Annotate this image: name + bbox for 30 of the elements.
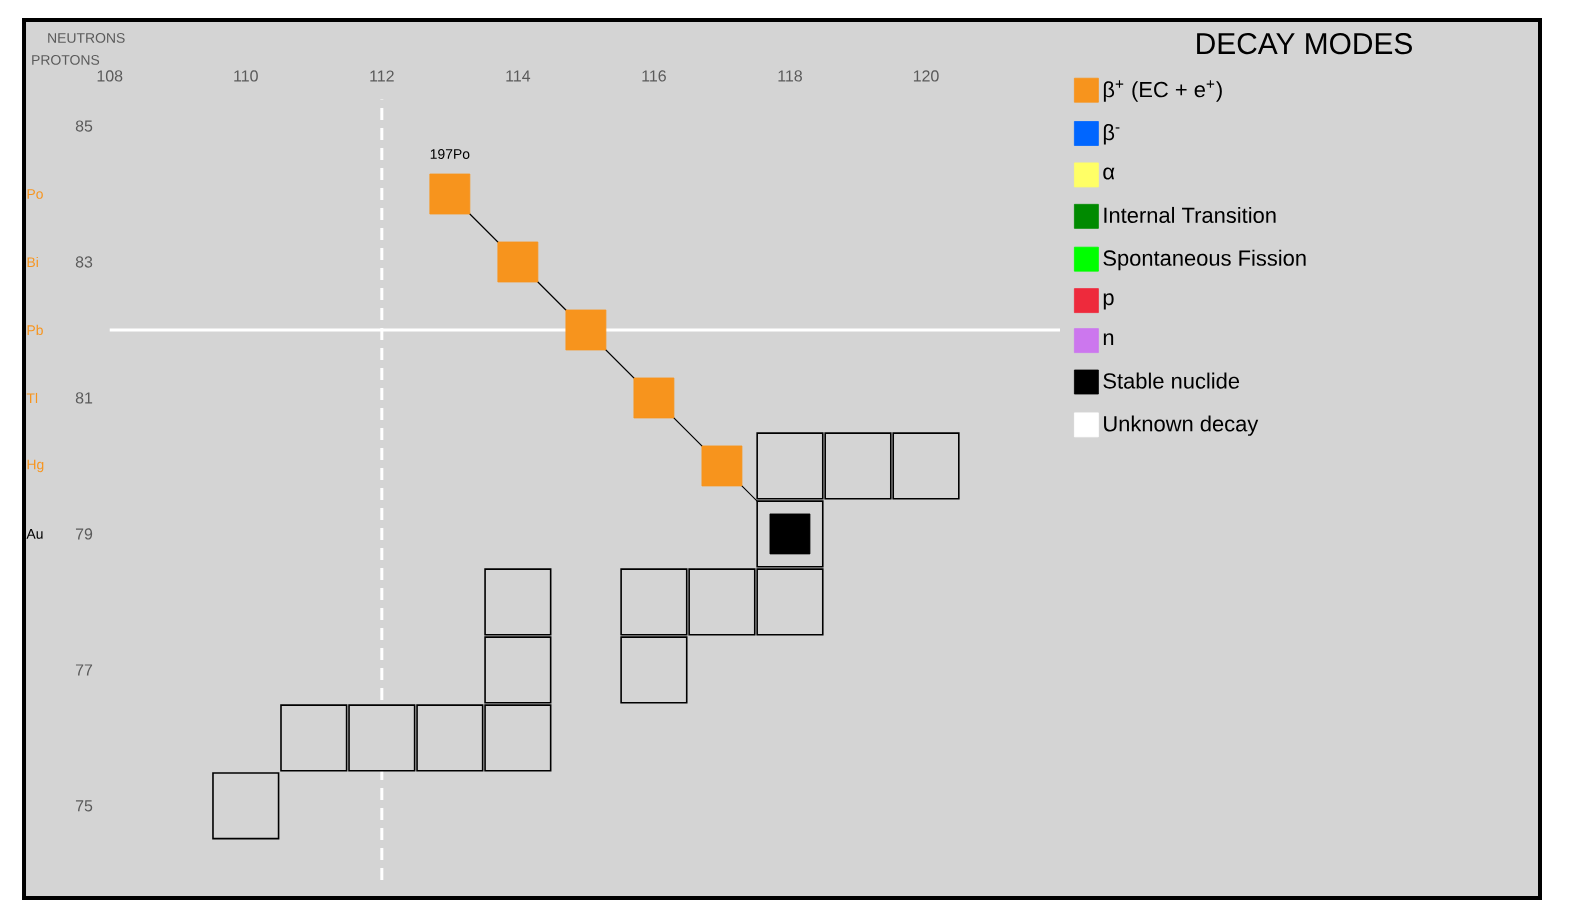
point <box>769 513 811 555</box>
legend-label: Spontaneous Fission <box>1103 249 1306 271</box>
point <box>416 704 484 772</box>
point <box>633 377 675 419</box>
point <box>484 568 552 636</box>
point <box>688 568 756 636</box>
point <box>756 432 824 500</box>
point <box>756 568 824 636</box>
point <box>484 704 552 772</box>
legend-label: β$^{+}$ (EC + e$^{+}$) <box>1103 80 1222 102</box>
point <box>429 173 471 215</box>
point <box>565 309 607 351</box>
point <box>280 704 348 772</box>
legend-title: DECAY MODES <box>1197 33 1412 55</box>
point <box>484 636 552 704</box>
point <box>497 241 539 283</box>
point <box>824 432 892 500</box>
legend-label: p <box>1103 293 1114 310</box>
legend-label: Unknown decay <box>1104 415 1259 436</box>
legend-label: β$^{-}$ <box>1103 124 1120 145</box>
legend-label: Stable nuclide <box>1103 372 1240 389</box>
point <box>892 432 960 500</box>
point <box>620 636 688 704</box>
legend-label: Internal Transition <box>1104 206 1276 224</box>
point <box>212 772 280 840</box>
point <box>701 445 743 487</box>
legend-label: n <box>1103 333 1114 346</box>
point <box>620 568 688 636</box>
legend-label: α <box>1103 167 1115 180</box>
point <box>348 704 416 772</box>
